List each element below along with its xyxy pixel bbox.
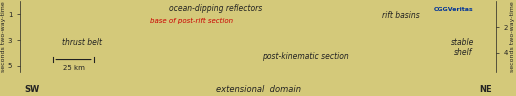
Y-axis label: seconds two-way-time: seconds two-way-time — [2, 1, 6, 72]
Text: stable
shelf: stable shelf — [451, 38, 475, 57]
Text: 25 km: 25 km — [62, 65, 85, 71]
Text: CGGVeritas: CGGVeritas — [433, 7, 473, 12]
Text: SW: SW — [25, 85, 40, 94]
Text: thrust belt: thrust belt — [62, 38, 102, 47]
Text: base of post-rift section: base of post-rift section — [150, 18, 233, 24]
Text: ocean-dipping reflectors: ocean-dipping reflectors — [169, 4, 262, 13]
Text: post-kinematic section: post-kinematic section — [262, 52, 349, 61]
Text: NE: NE — [479, 85, 491, 94]
Text: rift basins: rift basins — [382, 11, 420, 20]
Y-axis label: seconds two-way-time: seconds two-way-time — [510, 1, 514, 72]
Text: extensional  domain: extensional domain — [216, 85, 300, 94]
